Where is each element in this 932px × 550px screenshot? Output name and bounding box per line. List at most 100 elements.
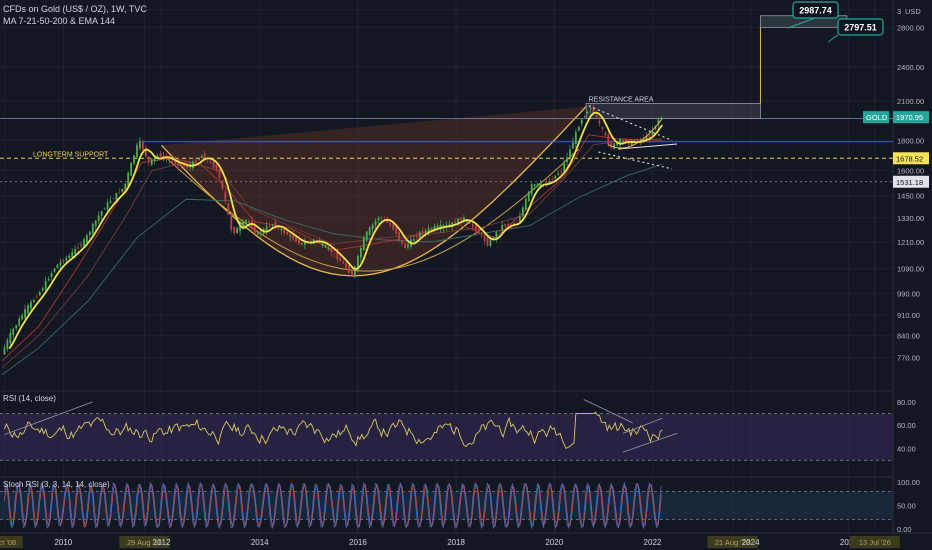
candle-body <box>463 217 465 221</box>
candle-body <box>613 143 616 149</box>
candle-body <box>536 183 539 187</box>
gold-tag-text: GOLD <box>866 113 888 122</box>
cup-shading <box>161 106 587 276</box>
candle-body <box>33 299 35 303</box>
candle-body <box>616 142 619 146</box>
candle-body <box>41 288 44 291</box>
price-axis-tick: 1800.00 <box>897 136 924 145</box>
candle-body <box>133 155 135 164</box>
candle-body <box>103 208 106 210</box>
price-axis-tick: 1090.00 <box>897 265 924 274</box>
price-axis-currency: USD <box>905 7 921 16</box>
candle-body <box>371 224 374 230</box>
candle-body <box>242 221 244 229</box>
candle-body <box>3 347 6 355</box>
time-axis-label: 2026 <box>840 538 858 547</box>
candle-body <box>97 215 100 221</box>
target-1-label-box <box>792 1 839 19</box>
candle-body <box>74 249 77 255</box>
candle-body <box>421 231 424 234</box>
candle-body <box>401 239 403 244</box>
candle-body <box>277 227 280 228</box>
candle-body <box>265 226 268 232</box>
candle-body <box>156 155 159 159</box>
candle-body <box>383 218 386 220</box>
candle-body <box>124 183 127 189</box>
candle-body <box>315 240 318 241</box>
candle-body <box>77 247 79 249</box>
candle-body <box>289 235 292 237</box>
candle-body <box>386 220 389 223</box>
candle-body <box>50 273 53 277</box>
price-axis-tick: 2100.00 <box>897 97 924 106</box>
candle-body <box>563 162 565 172</box>
candle-body <box>71 251 74 258</box>
candle-body <box>139 140 141 149</box>
candle-body <box>392 224 395 230</box>
candle-body <box>510 224 512 226</box>
candle-body <box>106 202 109 210</box>
candle-body <box>380 217 383 219</box>
time-axis-label: 2020 <box>545 538 563 547</box>
candle-body <box>59 262 62 266</box>
price-axis-tick: 1210.00 <box>897 238 924 247</box>
candle-body <box>245 220 247 225</box>
candle-body <box>354 266 356 277</box>
candle-body <box>6 340 9 349</box>
candle-body <box>577 126 580 131</box>
candle-body <box>15 324 18 329</box>
target-1-label-text: 2987.74 <box>799 6 832 16</box>
candle-body <box>398 231 401 240</box>
candle-body <box>504 224 507 227</box>
candle-body <box>147 156 150 163</box>
rsi-title: RSI (14, close) <box>3 394 56 403</box>
stoch-d-line <box>4 482 662 529</box>
candle-body <box>65 257 68 261</box>
candle-body <box>377 217 380 221</box>
ma-21-line <box>8 111 663 350</box>
price-axis-tick: 910.00 <box>897 311 920 320</box>
price-axis-tick: 1330.00 <box>897 214 924 223</box>
stoch-axis-tick: 50.00 <box>897 502 916 511</box>
candle-body <box>507 224 510 226</box>
candle-body <box>474 224 477 232</box>
candle-body <box>197 158 200 160</box>
candle-body <box>118 192 121 194</box>
candle-body <box>430 228 433 230</box>
candle-body <box>498 230 501 232</box>
gold-price-bg <box>893 111 929 124</box>
candle-body <box>595 114 598 118</box>
candle-body <box>368 227 371 236</box>
stoch-axis-tick: 100.00 <box>897 478 920 487</box>
rsi-trendline <box>622 417 663 434</box>
candle-body <box>495 231 498 238</box>
candle-body <box>121 188 124 192</box>
candle-body <box>274 221 277 228</box>
candle-body <box>533 184 536 187</box>
candle-body <box>12 328 15 335</box>
candle-body <box>648 135 651 138</box>
rsi-trendline <box>622 433 678 453</box>
candle-body <box>94 220 97 227</box>
candle-body <box>18 318 21 326</box>
candle-body <box>424 230 427 233</box>
candle-body <box>486 237 489 246</box>
candle-body <box>292 235 295 240</box>
candle-body <box>339 257 342 262</box>
candle-body <box>357 255 359 270</box>
candle-body <box>224 191 227 202</box>
time-axis-label: 2018 <box>447 538 465 547</box>
candle-body <box>471 223 474 228</box>
candle-body <box>301 242 303 245</box>
candle-body <box>141 141 144 150</box>
symbol-title: CFDs on Gold (US$ / OZ), 1W, TVC <box>3 4 147 14</box>
candle-body <box>362 237 365 251</box>
price-axis-tick: 770.00 <box>897 354 920 363</box>
price-axis-tick: 1450.00 <box>897 192 924 201</box>
candle-body <box>660 117 663 119</box>
candle-body <box>324 245 327 248</box>
candle-body <box>548 180 551 184</box>
candle-body <box>62 260 65 262</box>
handle-curve <box>608 118 663 149</box>
